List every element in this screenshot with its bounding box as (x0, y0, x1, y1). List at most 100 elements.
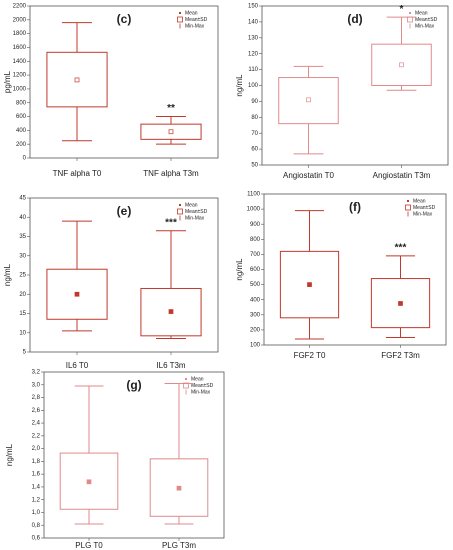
legend-label: Mean (415, 10, 428, 16)
mean-marker (307, 282, 312, 287)
x-tick-label: PLG T3m (162, 541, 196, 550)
x-tick-label: IL6 T0 (66, 361, 89, 370)
y-tick-label: 1000 (13, 86, 27, 92)
legend-label: Min-Max (185, 215, 205, 221)
y-tick-label: 1600 (13, 45, 27, 51)
legend-mean (185, 378, 187, 380)
mean-marker (168, 129, 174, 135)
legend-box (177, 208, 183, 215)
sd-box (278, 77, 339, 125)
panel-title: (c) (117, 12, 132, 26)
legend-box (177, 16, 183, 23)
x-tick-label: IL6 T3m (156, 361, 186, 370)
y-tick-label: 120 (248, 51, 259, 57)
y-tick-label: 1,6 (32, 472, 41, 478)
panel-title: (e) (117, 204, 132, 218)
plot-frame (29, 5, 219, 159)
y-tick-label: 1000 (247, 207, 261, 213)
x-tick-label: PLG T0 (75, 541, 103, 550)
y-tick-label: 800 (16, 100, 27, 106)
legend-mean (179, 12, 181, 14)
legend-label: Min-Max (415, 23, 435, 29)
y-tick-label: 700 (250, 252, 261, 258)
y-tick-label: 500 (250, 282, 261, 288)
legend-label: Mean (191, 376, 204, 382)
y-tick-label: 45 (19, 196, 26, 202)
legend-label: Mean (185, 10, 198, 16)
y-tick-label: 80 (251, 115, 258, 121)
x-tick-label: Angiostatin T0 (283, 171, 335, 180)
y-tick-label: 2000 (13, 17, 27, 23)
y-tick-label: 2,2 (32, 433, 41, 439)
y-tick-label: 600 (16, 114, 27, 120)
y-tick-label: 100 (248, 83, 259, 89)
y-tick-label: 800 (250, 237, 261, 243)
y-tick-label: 1100 (247, 192, 261, 198)
y-tick-label: 20 (19, 292, 26, 298)
sd-box (140, 123, 202, 140)
x-tick-label: TNF alpha T3m (143, 169, 199, 178)
y-tick-label: 2,0 (32, 446, 41, 452)
significance: *** (395, 243, 407, 254)
legend-label: Mean±SD (185, 17, 208, 23)
y-tick-label: 300 (250, 312, 261, 318)
y-tick-label: 10 (19, 330, 26, 336)
y-axis-label: ng/mL (235, 258, 244, 281)
y-tick-label: 35 (19, 234, 26, 240)
legend-label: Min-Max (185, 23, 205, 29)
legend-box (405, 204, 411, 211)
sd-box (140, 287, 202, 337)
significance: *** (165, 217, 177, 228)
y-tick-label: 600 (250, 267, 261, 273)
y-axis-label: ng/mL (5, 443, 14, 466)
y-tick-label: 2,4 (32, 421, 41, 427)
y-tick-label: 900 (250, 222, 261, 228)
legend-label: Mean (185, 202, 198, 208)
legend-label: Mean (413, 198, 426, 204)
legend-box (407, 16, 413, 23)
legend-label: Min-Max (413, 211, 433, 217)
y-tick-label: 110 (248, 67, 258, 73)
panel-title: (f) (349, 200, 361, 214)
mean-marker (306, 97, 311, 103)
panel-title: (d) (347, 12, 362, 26)
y-tick-label: 400 (250, 297, 261, 303)
legend-label: Mean±SD (413, 205, 436, 211)
legend-mean (179, 204, 181, 206)
y-tick-label: 15 (19, 311, 26, 317)
y-tick-label: 2200 (13, 4, 27, 10)
sd-box (46, 268, 108, 320)
sd-box (46, 51, 108, 108)
y-tick-label: 400 (16, 128, 27, 134)
y-tick-label: 1400 (13, 59, 27, 65)
legend-mean (407, 200, 409, 202)
y-tick-label: 60 (251, 147, 258, 153)
y-tick-label: 2,6 (32, 408, 41, 414)
y-tick-label: 70 (251, 131, 258, 137)
y-tick-label: 50 (251, 163, 258, 169)
y-tick-label: 1200 (13, 73, 27, 79)
mean-marker (74, 291, 80, 297)
y-tick-label: 3,2 (32, 370, 41, 376)
y-tick-label: 100 (250, 343, 261, 349)
y-tick-label: 0,6 (32, 536, 41, 542)
y-tick-label: 1,4 (32, 485, 41, 491)
mean-marker (168, 309, 174, 314)
y-tick-label: 1,8 (32, 459, 41, 465)
mean-marker (176, 485, 182, 491)
y-tick-label: 30 (19, 253, 26, 259)
y-tick-label: 0,8 (32, 523, 41, 529)
x-tick-label: TNF alpha T0 (53, 169, 102, 178)
legend-label: Min-Max (191, 389, 211, 395)
legend-mean (409, 12, 411, 14)
significance: * (400, 4, 404, 15)
mean-marker (398, 301, 403, 306)
y-tick-label: 90 (251, 99, 258, 105)
sd-box (371, 43, 432, 86)
y-tick-label: 3,0 (32, 382, 41, 388)
y-tick-label: 40 (19, 215, 26, 221)
y-tick-label: 5 (23, 350, 27, 356)
y-axis-label: ng/mL (3, 263, 12, 286)
y-axis-label: pg/mL (3, 70, 12, 93)
